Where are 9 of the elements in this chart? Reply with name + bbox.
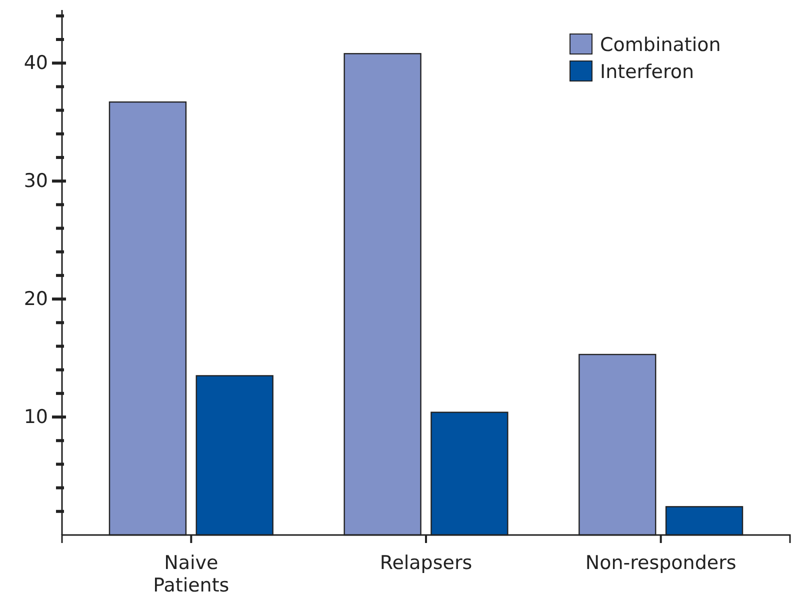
legend-label: Combination <box>600 34 721 56</box>
x-tick-label: Relapsers <box>380 552 472 574</box>
x-tick-label: Naive Patients <box>153 552 230 597</box>
y-tick-label: 20 <box>24 288 48 310</box>
y-tick-label: 30 <box>24 170 48 192</box>
x-tick-label: Non-responders <box>585 552 736 574</box>
y-tick-label: 40 <box>24 52 48 74</box>
legend-label: Interferon <box>600 61 694 83</box>
y-tick-label: 10 <box>24 406 48 428</box>
